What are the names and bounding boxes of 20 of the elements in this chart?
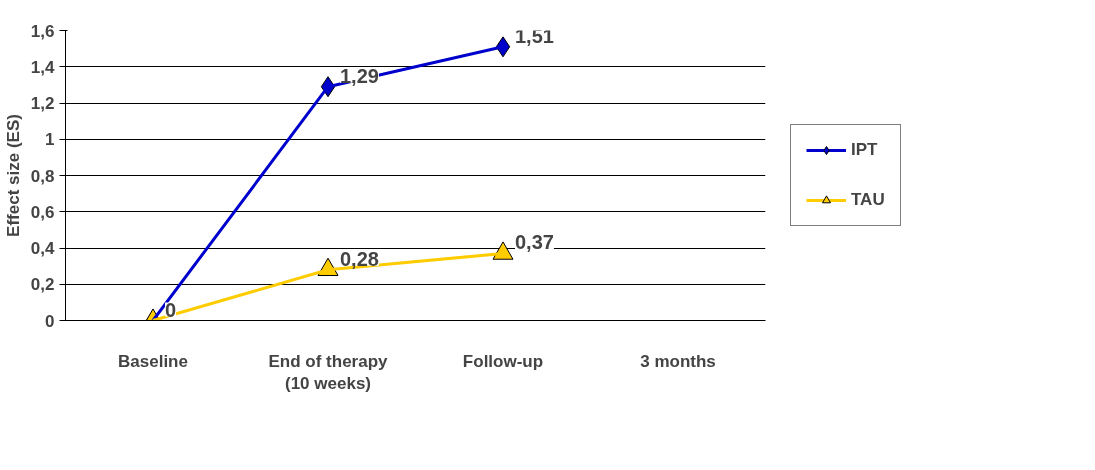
x-tick-label: 3 months <box>640 351 716 371</box>
x-tick-label: Follow-up <box>462 351 544 371</box>
y-tick-label: 1 <box>45 130 55 150</box>
y-tick-label: 1,4 <box>30 57 56 77</box>
y-tick-label: 0,4 <box>30 239 56 258</box>
data-label: 0 <box>165 298 177 321</box>
legend-label: IPT <box>851 140 878 160</box>
y-axis-title: Effect size (ES) <box>3 114 23 237</box>
data-label: 0,28 <box>340 247 379 270</box>
x-tick-label: Baseline <box>118 351 188 371</box>
x-tick-label: End of therapy (10 weeks) <box>268 351 389 394</box>
data-label: 0,37 <box>515 231 554 254</box>
data-label: 1,29 <box>340 64 379 87</box>
y-tick-label: 1,2 <box>30 94 55 113</box>
y-tick-label: 1,6 <box>30 21 55 41</box>
y-tick-label: 0,2 <box>30 275 55 295</box>
y-tick-label: 0 <box>45 311 55 331</box>
y-tick-label: 0,6 <box>30 202 55 222</box>
y-tick-label: 0,8 <box>30 166 55 186</box>
legend-label: TAU <box>851 190 885 210</box>
